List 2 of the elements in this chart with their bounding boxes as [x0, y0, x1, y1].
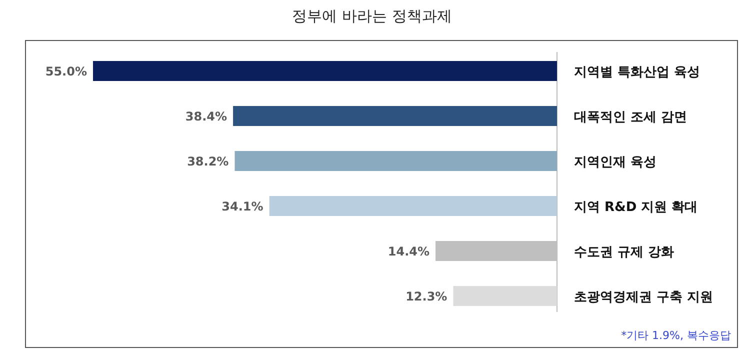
annotation: *기타 1.9%, 복수응답: [621, 329, 731, 342]
title: 정부에 바라는 정책과제: [292, 7, 452, 25]
